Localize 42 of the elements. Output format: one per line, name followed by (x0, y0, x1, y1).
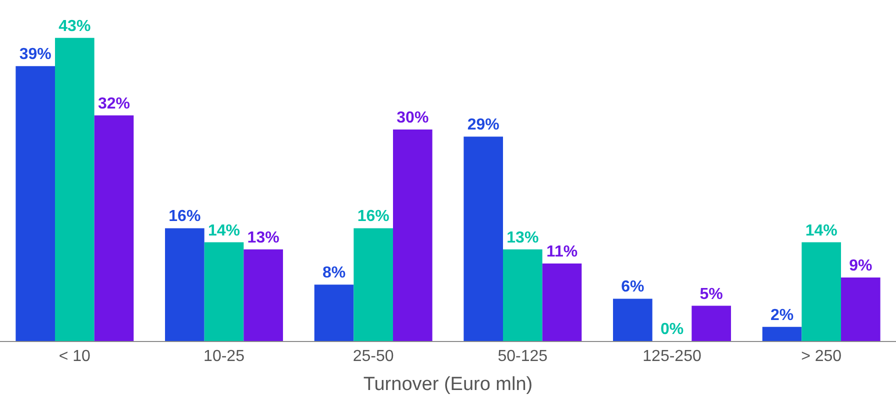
data-label: 16% (357, 208, 390, 226)
x-tick-label: 25-50 (352, 348, 394, 366)
data-label: 14% (208, 222, 240, 240)
data-label: 14% (805, 222, 838, 240)
bar (204, 242, 244, 341)
data-label: 2% (770, 306, 794, 324)
bar (464, 136, 503, 341)
bar (94, 115, 134, 341)
data-label: 0% (660, 321, 684, 338)
bar (354, 228, 393, 341)
bar (692, 306, 731, 341)
data-label: 11% (546, 243, 578, 260)
x-axis-title: Turnover (Euro mln) (363, 374, 533, 395)
data-label: 6% (621, 278, 644, 296)
x-tick-label: 125-250 (642, 348, 702, 366)
data-label: 9% (849, 258, 872, 275)
bar (244, 249, 283, 341)
x-tick-label: < 10 (58, 348, 91, 366)
bar (542, 263, 582, 341)
data-label: 16% (168, 208, 201, 226)
bar (802, 242, 841, 341)
bar (16, 66, 55, 341)
x-tick-label: 50-125 (498, 348, 548, 366)
bar (314, 284, 354, 341)
bar (503, 249, 542, 341)
bar (55, 38, 94, 341)
data-label: 30% (396, 110, 429, 127)
x-tick-label: 10-25 (204, 348, 245, 366)
data-label: 32% (98, 95, 130, 112)
data-label: 8% (322, 264, 346, 282)
bar (762, 326, 802, 341)
bar (841, 278, 880, 341)
bar (613, 298, 652, 341)
data-label: 29% (467, 116, 500, 134)
data-label: 43% (58, 18, 91, 35)
data-label: 39% (19, 46, 52, 64)
data-label: 5% (700, 286, 723, 303)
data-label: 13% (247, 229, 280, 246)
bar (165, 228, 204, 341)
bar (393, 130, 432, 341)
data-label: 13% (506, 229, 539, 246)
x-tick-label: > 250 (801, 348, 842, 366)
